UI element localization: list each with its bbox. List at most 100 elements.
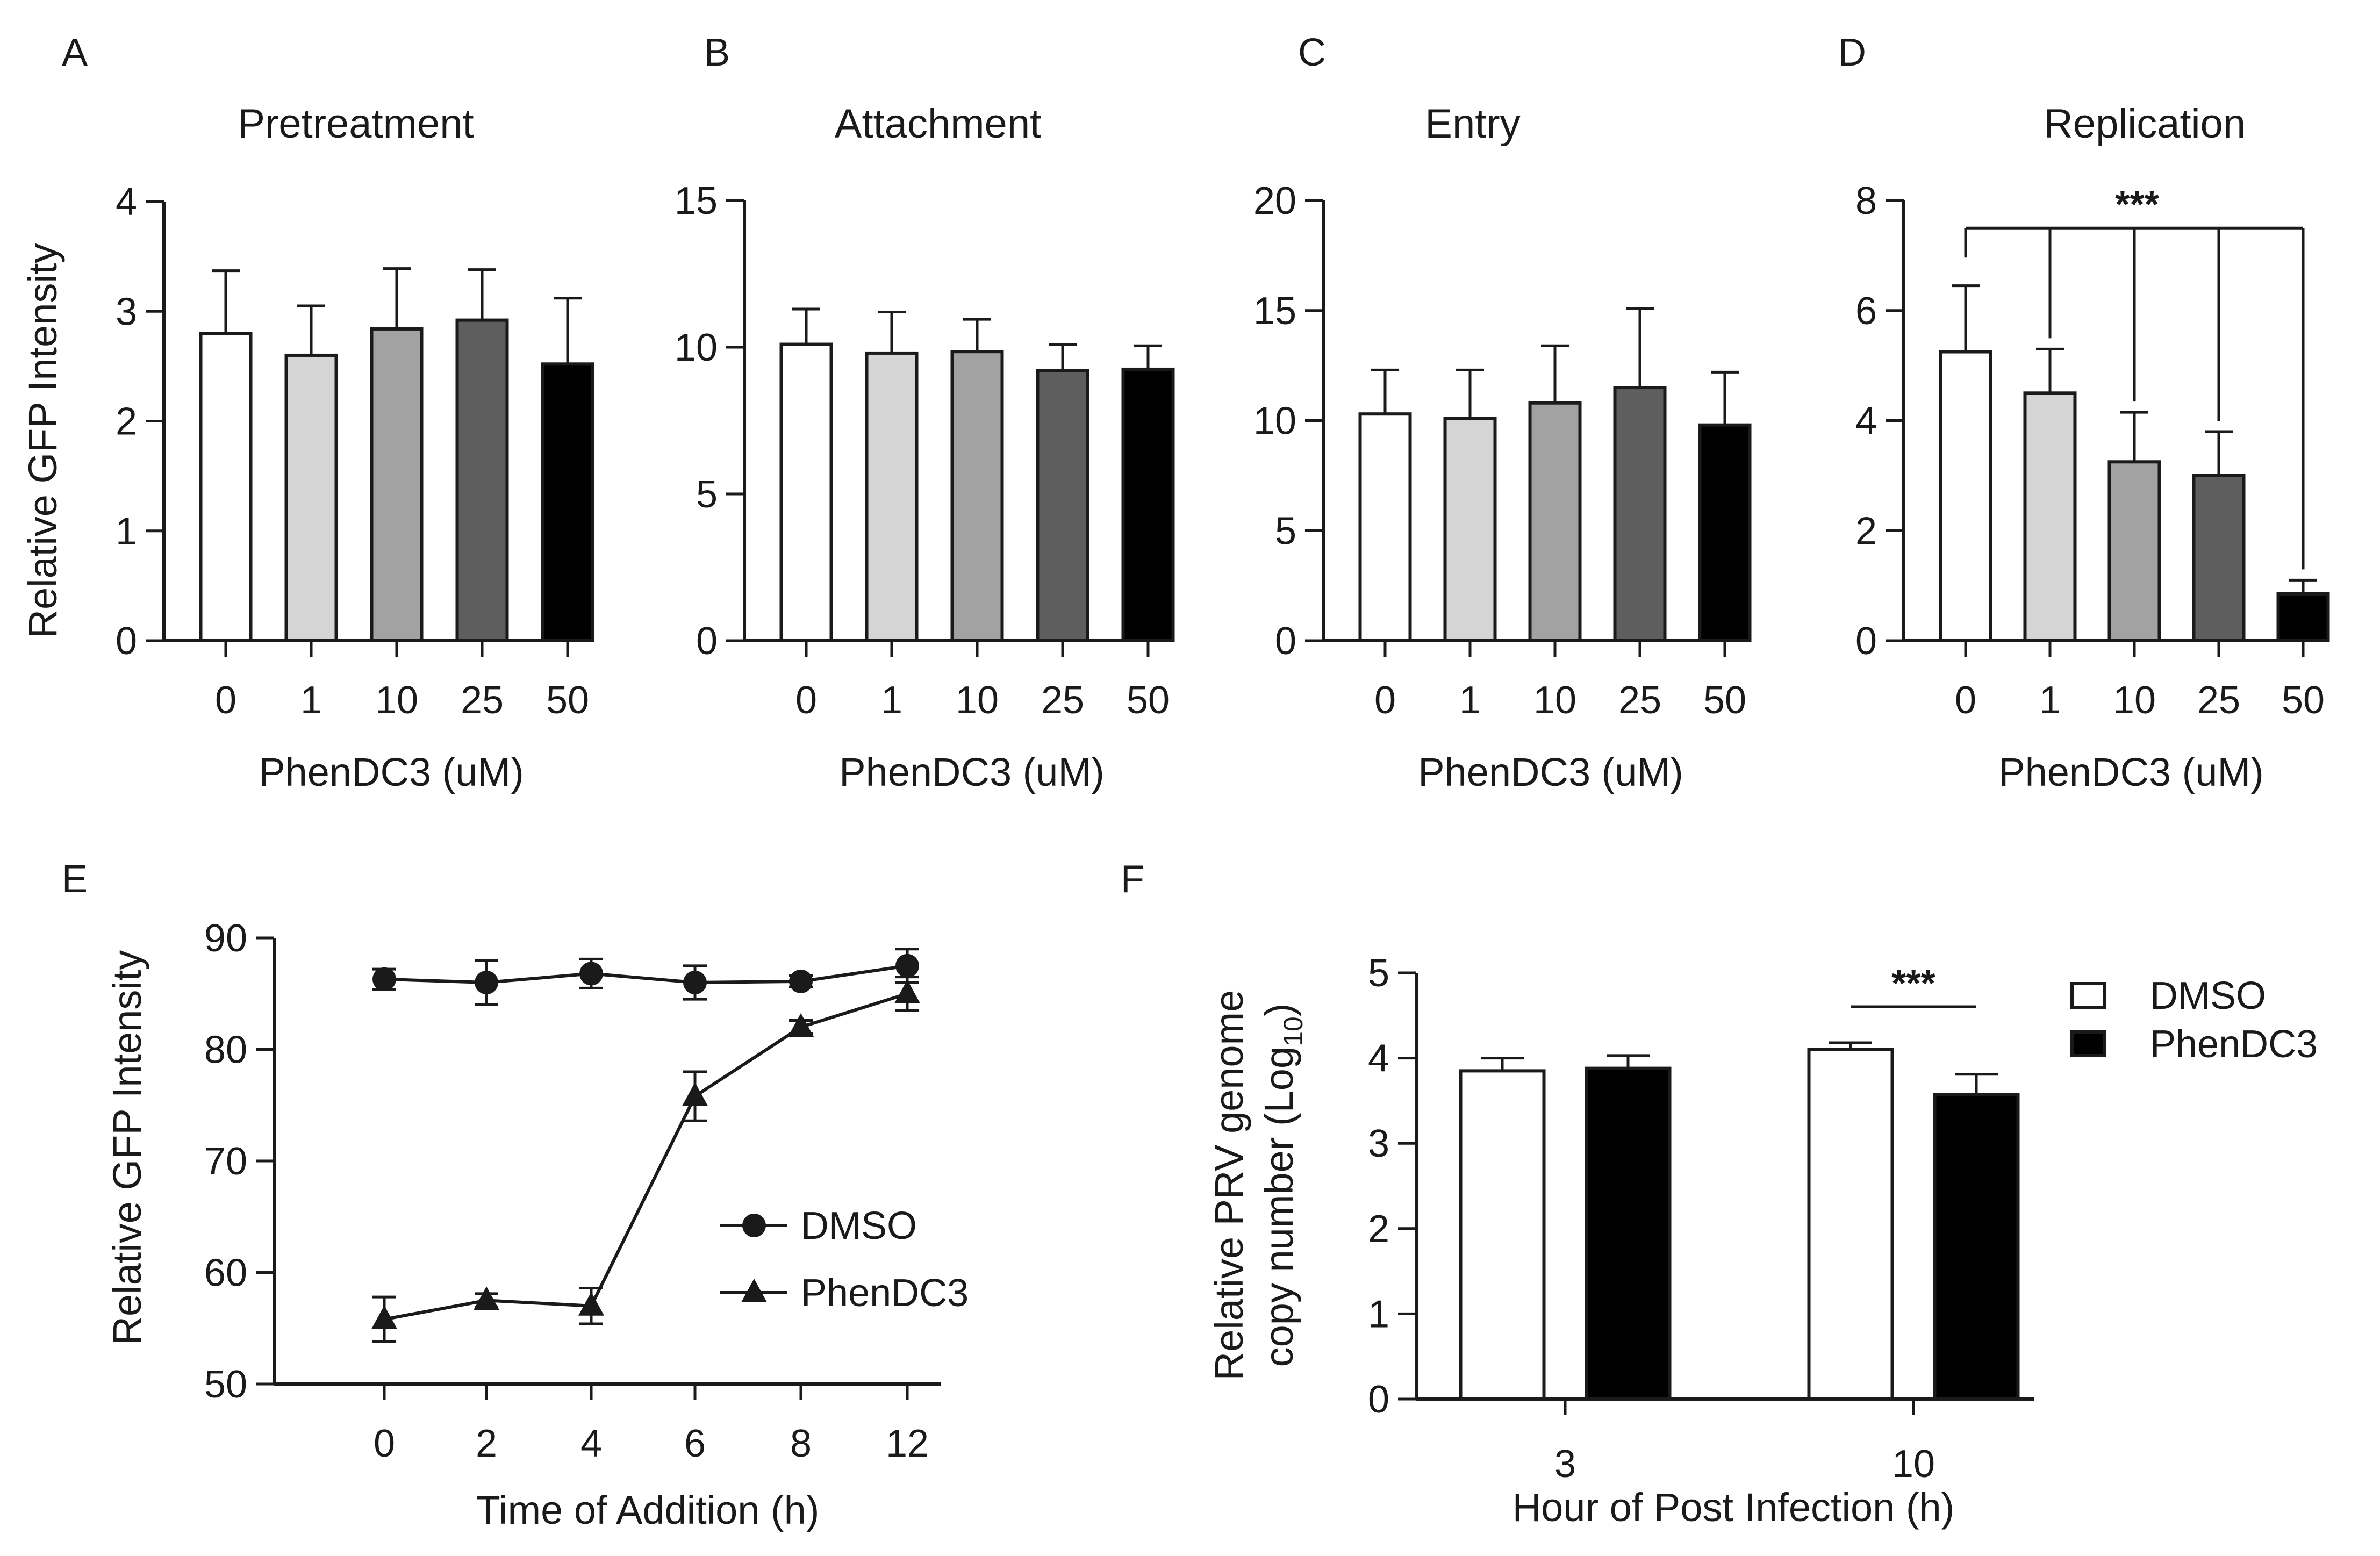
panel-a-x-tick-label: 0: [215, 679, 236, 722]
panel-b-y-tick-label: 15: [675, 180, 718, 223]
panel-f-y-tick-label: 0: [1368, 1378, 1389, 1421]
panel-b-bar: [779, 342, 833, 642]
panel-c-error-bar: [1371, 368, 1399, 414]
panel-d-y-tick-label: 2: [1855, 510, 1877, 553]
panel-f-bar-phendc3: [1585, 1066, 1672, 1401]
panel-b-x-tick-label: 0: [795, 679, 817, 722]
panel-c-bar: [1613, 386, 1667, 642]
panel-d-x-tick-label: 50: [2282, 679, 2325, 722]
panel-b-letter: B: [704, 31, 730, 74]
panel-f-xlabel: Hour of Post Infection (h): [1512, 1485, 1955, 1530]
panel-a-y-tick-label: 2: [116, 400, 137, 443]
panel-d-bar: [1939, 350, 1992, 642]
panel-f-legend-dmso-swatch: [2070, 982, 2106, 1009]
panel-a-letter: A: [62, 31, 88, 74]
panel-a-y-tick-label: 1: [116, 510, 137, 553]
panel-e-point-dmso: [372, 967, 396, 991]
panel-b: B Attachment PhenDC3 (uM) 0 5 10 15 0 1 10 25 50: [675, 31, 1175, 794]
panel-c-bar: [1528, 401, 1582, 642]
panel-f-error-bar: [1955, 1073, 1998, 1095]
panel-b-error-bar: [963, 318, 991, 352]
panel-c: C Entry PhenDC3 (uM) 0 5 10 15 20 0 1 10 25 50: [1253, 31, 1752, 794]
panel-c-y-tick-label: 0: [1275, 620, 1296, 663]
panel-e-y-tick-label: 60: [204, 1252, 247, 1295]
panel-a-y-tick-label: 0: [116, 620, 137, 663]
panel-d-y-tick-label: 8: [1855, 180, 1877, 223]
panel-d-error-bar: [2205, 430, 2233, 476]
panel-e-series-dmso-line: [384, 964, 908, 985]
panel-d-error-bar: [2036, 347, 2064, 393]
panel-c-bar: [1698, 423, 1752, 642]
panel-c-error-bar: [1456, 368, 1484, 419]
panel-e-point-dmso: [789, 969, 813, 993]
panel-d-y-tick-label: 0: [1855, 620, 1877, 663]
panel-e-point-phendc3: [474, 1286, 499, 1310]
panel-e-x-tick-label: 8: [790, 1422, 812, 1465]
panel-a-x-tick-label: 1: [300, 679, 322, 722]
panel-d-x-tick-label: 25: [2197, 679, 2240, 722]
panel-f-y-tick-label: 4: [1368, 1037, 1389, 1080]
panel-d-y-tick-label: 4: [1855, 400, 1877, 443]
panel-a-bar: [455, 318, 509, 642]
panel-a-plot: 0 1 2 3 4 0 1 10 25 50: [116, 181, 594, 722]
panel-e-point-phendc3: [894, 979, 920, 1003]
panel-a-ylabel: Relative GFP Intensity: [20, 243, 65, 639]
panel-a-xlabel: PhenDC3 (uM): [259, 750, 524, 794]
panel-e-ylabel: Relative GFP Intensity: [105, 950, 149, 1345]
panel-b-error-bar: [878, 310, 906, 353]
panel-e-point-phendc3: [578, 1292, 604, 1316]
panel-c-x-tick-label: 0: [1374, 679, 1396, 722]
panel-d-xlabel: PhenDC3 (uM): [1998, 750, 2264, 794]
panel-c-y-tick-label: 10: [1253, 400, 1296, 443]
panel-d-significance-label: ***: [2115, 183, 2159, 225]
panel-f-ylabel-close: ): [1257, 1003, 1301, 1017]
panel-e-x-tick-label: 0: [374, 1422, 395, 1465]
panel-d-x-tick-label: 1: [2039, 679, 2061, 722]
panel-f-significance-label: ***: [1891, 962, 1935, 1004]
panel-f-bar-phendc3: [1933, 1093, 2020, 1401]
panel-f-x-tick-label: 3: [1554, 1443, 1576, 1486]
panel-a-x-tick-label: 50: [546, 679, 589, 722]
panel-c-error-bar: [1541, 344, 1569, 403]
panel-c-plot: 0 5 10 15 20 0 1 10 25 50: [1253, 180, 1752, 722]
panel-d-x-tick-label: 10: [2113, 679, 2156, 722]
panel-e-letter: E: [62, 858, 88, 901]
panel-b-error-bar: [1049, 343, 1077, 371]
panel-d-error-bar: [2289, 578, 2317, 594]
panel-e: E Relative GFP Intensity Time of Additio…: [62, 858, 969, 1532]
panel-f-legend-phendc3-swatch: [2070, 1030, 2106, 1057]
panel-b-plot: 0 5 10 15 0 1 10 25 50: [675, 180, 1175, 722]
panel-d-bar: [2276, 592, 2330, 642]
panel-b-bar: [950, 350, 1004, 642]
panel-c-bar: [1443, 417, 1497, 643]
panel-e-point-phendc3: [682, 1082, 708, 1106]
panel-b-x-tick-label: 1: [881, 679, 902, 722]
panel-e-point-dmso: [683, 971, 707, 994]
panel-f-ylabel-subscript: 10: [1278, 1016, 1308, 1046]
panel-d-bar: [2107, 460, 2161, 642]
panel-a-bar: [199, 332, 253, 642]
panel-d: D Replication PhenDC3 (uM) 0 2 4 6 8 0 1 10 25 50…: [1838, 31, 2330, 794]
panel-f-y-tick-label: 1: [1368, 1293, 1389, 1336]
panel-f-ylabel-line2: copy number (Log10): [1257, 1003, 1308, 1367]
panel-f-y-tick-label: 3: [1368, 1122, 1389, 1165]
panel-e-legend-phendc3-marker: [741, 1279, 767, 1302]
panel-c-x-tick-label: 50: [1703, 679, 1746, 722]
panel-e-x-tick-label: 2: [476, 1422, 497, 1465]
panel-a-bar: [284, 353, 338, 642]
panel-c-x-tick-label: 1: [1459, 679, 1481, 722]
panel-f-ylabel-text: copy number (Log: [1257, 1046, 1301, 1367]
panel-d-letter: D: [1838, 31, 1866, 74]
panel-b-error-bar: [1134, 344, 1162, 369]
panel-a-bar: [370, 327, 424, 642]
panel-c-y-tick-label: 5: [1275, 510, 1296, 553]
panel-e-xlabel: Time of Addition (h): [476, 1488, 820, 1532]
panel-b-x-tick-label: 10: [956, 679, 999, 722]
panel-e-point-dmso: [475, 971, 498, 994]
panel-e-series-phendc3-line: [384, 992, 908, 1321]
panel-d-x-tick-label: 0: [1955, 679, 1976, 722]
panel-a-error-bar: [212, 269, 240, 334]
panel-f-error-bar: [1607, 1054, 1650, 1069]
panel-a-x-tick-label: 10: [375, 679, 418, 722]
panel-e-point-dmso: [579, 962, 603, 986]
